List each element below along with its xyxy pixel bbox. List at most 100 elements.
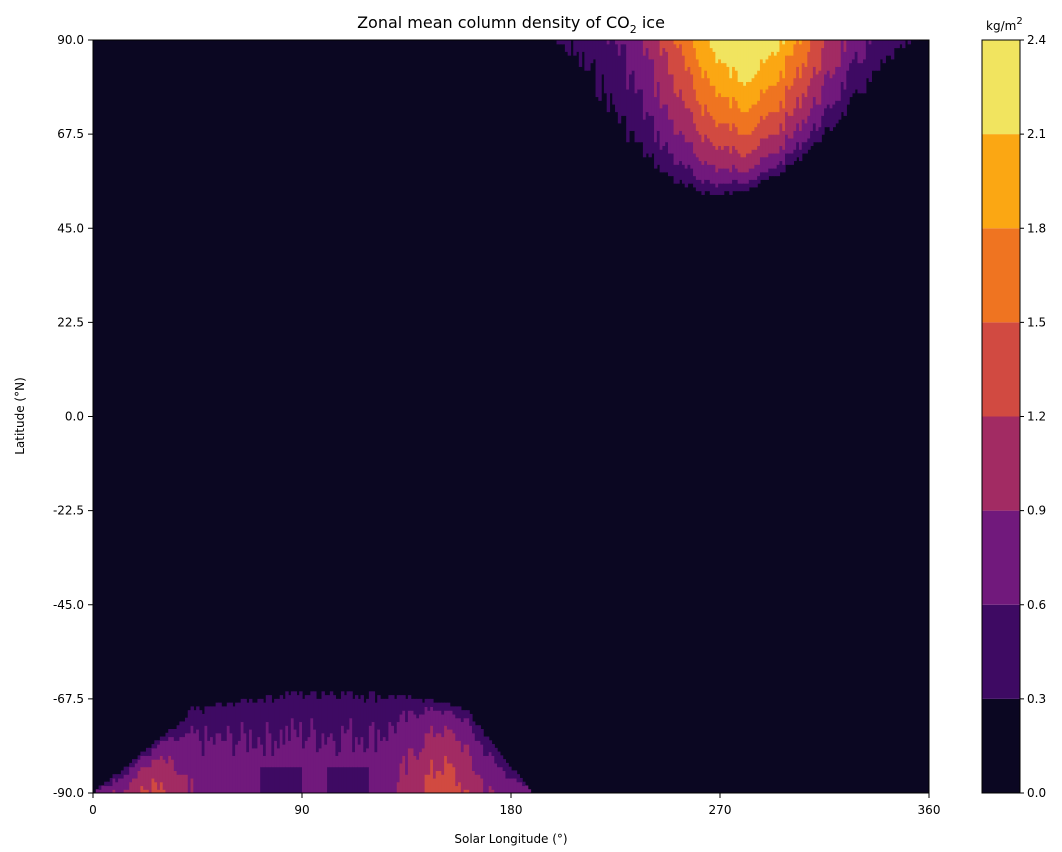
contour-cell xyxy=(740,40,744,83)
contour-cell xyxy=(494,762,498,793)
contour-cell xyxy=(243,698,247,734)
contour-cell xyxy=(704,40,708,71)
contour-cell xyxy=(380,740,384,793)
contour-cell xyxy=(288,766,292,793)
contour-cell xyxy=(151,747,155,760)
contour-cell xyxy=(751,104,755,131)
contour-cell xyxy=(751,40,755,79)
contour-cell xyxy=(743,183,747,192)
contour-cell xyxy=(701,164,705,184)
contour-cell xyxy=(360,736,364,768)
contour-cell xyxy=(807,137,811,150)
contour-cell xyxy=(120,777,125,793)
contour-cell xyxy=(265,695,270,723)
contour-cell xyxy=(193,710,197,734)
contour-cell xyxy=(829,107,833,131)
contour-cell xyxy=(798,40,803,45)
contour-cell xyxy=(832,104,836,128)
contour-cell xyxy=(129,766,133,783)
contour-cell xyxy=(684,168,689,188)
contour-cell xyxy=(508,766,512,779)
contour-cell xyxy=(508,777,512,793)
contour-cell xyxy=(302,698,306,749)
contour-cell xyxy=(352,766,356,793)
contour-cell xyxy=(157,759,161,790)
contour-cell xyxy=(615,43,619,113)
contour-cell xyxy=(229,732,233,793)
contour-cell xyxy=(720,122,725,150)
contour-cell xyxy=(396,781,401,793)
contour-cell xyxy=(477,740,481,775)
contour-cell xyxy=(790,115,794,139)
contour-cell xyxy=(112,774,116,779)
contour-cell xyxy=(693,88,697,124)
contour-cell xyxy=(715,171,719,188)
contour-cell xyxy=(262,766,267,793)
contour-cell xyxy=(743,134,747,158)
contour-cell xyxy=(104,781,108,787)
contour-cell xyxy=(483,755,487,793)
contour-cell xyxy=(729,183,733,195)
contour-cell xyxy=(157,740,161,745)
contour-cell xyxy=(405,721,409,775)
contour-cell xyxy=(399,762,403,793)
contour-cell xyxy=(771,51,775,86)
contour-cell xyxy=(807,115,811,139)
contour-cell xyxy=(296,766,300,793)
contour-cell xyxy=(676,164,680,184)
contour-cell xyxy=(349,766,353,793)
contour-cell xyxy=(98,785,102,790)
contour-cell xyxy=(746,134,750,154)
colorbar-tick-label: 0.9 xyxy=(1027,504,1046,518)
contour-cell xyxy=(416,698,420,719)
contour-cell xyxy=(676,134,680,165)
contour-cell xyxy=(712,51,716,86)
contour-cell xyxy=(690,40,694,75)
contour-cell xyxy=(723,168,728,184)
contour-cell xyxy=(304,740,309,793)
contour-cell xyxy=(522,781,526,787)
contour-cell xyxy=(371,691,376,723)
contour-cell xyxy=(687,141,691,165)
contour-cell xyxy=(837,66,842,101)
contour-cell xyxy=(299,691,303,723)
contour-cell xyxy=(452,766,456,793)
contour-cell xyxy=(444,725,448,756)
contour-cell xyxy=(720,40,725,64)
contour-cell xyxy=(576,40,580,52)
contour-cell xyxy=(704,70,708,105)
contour-cell xyxy=(455,785,459,793)
contour-cell xyxy=(578,40,583,67)
contour-cell xyxy=(637,40,641,90)
contour-cell xyxy=(893,40,898,49)
contour-cell xyxy=(118,777,122,793)
contour-cell xyxy=(732,122,736,147)
contour-cell xyxy=(332,766,337,793)
contour-cell xyxy=(511,777,515,793)
contour-cell xyxy=(271,702,275,756)
y-axis-label: Latitude (°N) xyxy=(13,377,27,455)
contour-cell xyxy=(776,81,781,113)
contour-cell xyxy=(285,766,289,793)
contour-cell xyxy=(307,736,311,793)
contour-cell xyxy=(587,40,591,71)
contour-cell xyxy=(196,728,200,793)
contour-cell xyxy=(299,721,303,768)
contour-cell xyxy=(237,740,242,793)
contour-cell xyxy=(698,66,703,105)
contour-cell xyxy=(779,100,783,124)
contour-cell xyxy=(709,115,714,143)
contour-cell xyxy=(296,736,300,768)
contour-cell xyxy=(695,58,700,101)
contour-cell xyxy=(656,81,661,131)
contour-cell xyxy=(368,725,373,793)
contour-cell xyxy=(173,770,178,793)
contour-cell xyxy=(743,171,747,184)
contour-cell xyxy=(268,732,272,768)
contour-cell xyxy=(832,40,836,75)
contour-cell xyxy=(746,40,750,83)
contour-cell xyxy=(693,40,697,49)
contour-cell xyxy=(807,85,811,116)
contour-cell xyxy=(734,149,739,169)
y-tick-label: -90.0 xyxy=(53,786,84,800)
